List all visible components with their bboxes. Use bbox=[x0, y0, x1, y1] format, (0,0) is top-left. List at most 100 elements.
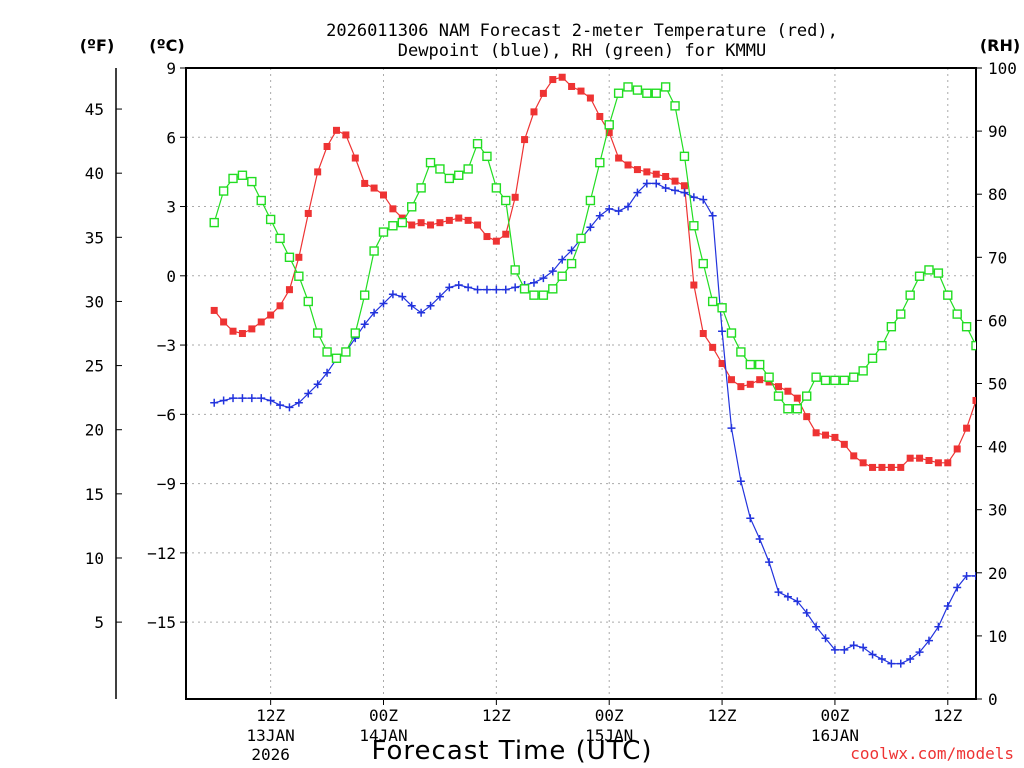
rh-point bbox=[275, 233, 285, 244]
rh-point bbox=[529, 290, 539, 300]
temperature-point bbox=[304, 209, 312, 217]
temperature-point bbox=[596, 112, 604, 120]
temperature-point bbox=[361, 179, 369, 187]
rh-point bbox=[566, 258, 577, 269]
rh-point bbox=[802, 391, 812, 401]
dewpoint-point bbox=[821, 634, 830, 643]
temperature-point bbox=[238, 330, 246, 338]
dewpoint-point bbox=[868, 650, 877, 659]
temperature-point bbox=[662, 173, 670, 181]
rh-point bbox=[961, 322, 972, 332]
dewpoint-point bbox=[370, 308, 379, 317]
temperature-point bbox=[784, 387, 792, 395]
dewpoint-point bbox=[783, 592, 792, 601]
x-axis-title: Forecast Time (UTC) bbox=[371, 736, 652, 766]
temperature-point bbox=[850, 452, 858, 460]
dewpoint-point bbox=[755, 534, 764, 543]
temperature-point bbox=[897, 463, 905, 471]
rh-point bbox=[228, 173, 238, 184]
dewpoint-point bbox=[539, 274, 548, 283]
temperature-point bbox=[775, 383, 782, 391]
temperature-point bbox=[427, 221, 435, 229]
temperature-point bbox=[248, 325, 256, 333]
temperature-point bbox=[276, 302, 284, 310]
dewpoint-point bbox=[426, 301, 435, 310]
rh-tick-label: 10 bbox=[988, 627, 1007, 646]
rh-point bbox=[482, 151, 492, 162]
rh-point bbox=[491, 183, 502, 193]
rh-point bbox=[886, 322, 897, 332]
rh-tick-label: 50 bbox=[988, 375, 1007, 394]
rh-point bbox=[294, 271, 304, 281]
dewpoint-point bbox=[247, 394, 256, 403]
temperature-point bbox=[887, 463, 895, 471]
dewpoint-point bbox=[464, 283, 473, 292]
dewpoint-point bbox=[454, 281, 463, 290]
dewpoint-point bbox=[492, 285, 501, 294]
dewpoint-point bbox=[229, 394, 238, 403]
dewpoint-point bbox=[896, 659, 905, 668]
temperature-point bbox=[822, 431, 830, 439]
temperature-point bbox=[680, 182, 688, 190]
rh-point bbox=[256, 195, 266, 206]
rh-unit-label: (RH) bbox=[980, 36, 1020, 55]
rh-point bbox=[359, 290, 370, 300]
dewpoint-point bbox=[417, 308, 426, 317]
rh-point bbox=[407, 202, 417, 212]
x-tick-label: 12Z bbox=[933, 706, 962, 725]
temperature-point bbox=[323, 142, 331, 150]
x-tick-label: 00Z bbox=[595, 706, 624, 725]
rh-point bbox=[670, 101, 680, 111]
dewpoint-point bbox=[614, 207, 623, 216]
rh-tick-label: 70 bbox=[988, 248, 1007, 267]
dewpoint-point bbox=[294, 398, 303, 407]
temperature-point bbox=[558, 73, 566, 81]
dewpoint-point bbox=[906, 655, 915, 664]
rh-point bbox=[454, 170, 464, 180]
temperature-point bbox=[878, 463, 886, 471]
rh-point bbox=[642, 88, 652, 98]
dewpoint-point bbox=[765, 558, 774, 567]
dewpoint-point bbox=[529, 278, 538, 287]
rh-point bbox=[350, 328, 360, 338]
dewpoint-point bbox=[699, 195, 708, 204]
rh-point bbox=[435, 164, 445, 174]
dewpoint-point bbox=[210, 398, 219, 407]
x-tick-label: 12Z bbox=[708, 706, 737, 725]
rh-point bbox=[783, 404, 793, 414]
celsius-tick-label: −15 bbox=[147, 613, 176, 632]
rh-point bbox=[538, 290, 549, 300]
rh-point bbox=[849, 372, 859, 382]
dewpoint-point bbox=[313, 380, 322, 389]
rh-point bbox=[472, 139, 483, 149]
dewpoint-point bbox=[746, 514, 755, 523]
dewpoint-point bbox=[736, 477, 745, 486]
temperature-point bbox=[727, 376, 735, 384]
rh-point bbox=[811, 372, 821, 382]
temperature-point bbox=[671, 177, 679, 185]
celsius-tick-label: −6 bbox=[157, 405, 176, 424]
dewpoint-point bbox=[473, 285, 482, 294]
temperature-point bbox=[351, 154, 359, 162]
dewpoint-point bbox=[727, 424, 736, 433]
dewpoint-point bbox=[238, 394, 247, 403]
x-tick-label: 12Z bbox=[482, 706, 511, 725]
rh-tick-label: 20 bbox=[988, 564, 1007, 583]
celsius-unit-label: (ºC) bbox=[149, 36, 184, 55]
dewpoint-point bbox=[962, 571, 971, 580]
dewpoint-point bbox=[689, 193, 698, 202]
rh-point bbox=[943, 290, 953, 300]
temperature-point bbox=[530, 108, 538, 116]
plot-frame bbox=[185, 67, 977, 700]
temperature-point bbox=[963, 424, 971, 432]
rh-point bbox=[877, 340, 887, 351]
rh-point bbox=[604, 120, 614, 130]
x-tick-date: 16JAN bbox=[811, 726, 859, 745]
dewpoint-point bbox=[266, 396, 275, 405]
fahrenheit-unit-label: (ºF) bbox=[80, 36, 115, 55]
credit-link[interactable]: coolwx.com/models bbox=[850, 744, 1014, 763]
temperature-point bbox=[389, 205, 397, 213]
dewpoint-point bbox=[285, 403, 294, 412]
temperature-point bbox=[624, 161, 632, 169]
temperature-point bbox=[972, 396, 976, 404]
